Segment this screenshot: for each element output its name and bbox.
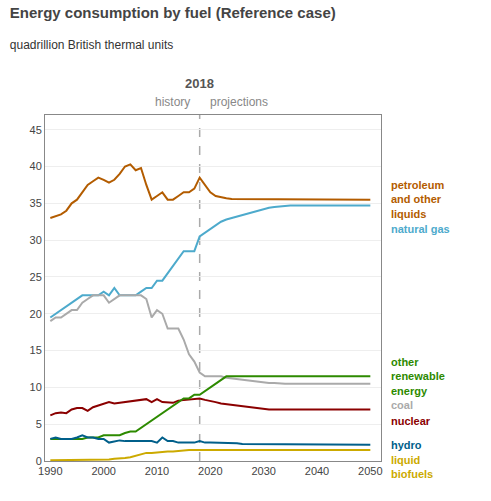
svg-text:5: 5: [36, 418, 42, 430]
svg-text:2030: 2030: [251, 465, 275, 477]
svg-text:2000: 2000: [91, 465, 115, 477]
svg-text:20: 20: [30, 308, 42, 320]
svg-text:45: 45: [30, 124, 42, 136]
svg-text:Energy consumption by fuel (Re: Energy consumption by fuel (Reference ca…: [10, 4, 336, 21]
svg-text:quadrillion British thermal un: quadrillion British thermal units: [10, 38, 173, 52]
svg-text:2020: 2020: [198, 465, 222, 477]
svg-text:30: 30: [30, 234, 42, 246]
svg-text:projections: projections: [210, 95, 268, 109]
svg-text:petroleumand otherliquids: petroleumand otherliquids: [391, 179, 444, 220]
svg-text:25: 25: [30, 271, 42, 283]
svg-text:hydro: hydro: [391, 439, 422, 451]
svg-text:10: 10: [30, 381, 42, 393]
svg-text:nuclear: nuclear: [391, 415, 431, 427]
svg-text:2050: 2050: [358, 465, 382, 477]
svg-text:0: 0: [36, 455, 42, 467]
svg-text:natural gas: natural gas: [391, 223, 450, 235]
svg-text:liquidbiofuels: liquidbiofuels: [391, 454, 433, 480]
svg-text:40: 40: [30, 160, 42, 172]
svg-text:coal: coal: [391, 399, 413, 411]
svg-text:history: history: [155, 95, 190, 109]
svg-text:2040: 2040: [305, 465, 329, 477]
svg-text:2018: 2018: [185, 76, 214, 91]
svg-text:15: 15: [30, 344, 42, 356]
svg-text:35: 35: [30, 197, 42, 209]
svg-text:1990: 1990: [38, 465, 62, 477]
svg-text:2010: 2010: [145, 465, 169, 477]
svg-text:otherrenewableenergy: otherrenewableenergy: [391, 356, 445, 397]
